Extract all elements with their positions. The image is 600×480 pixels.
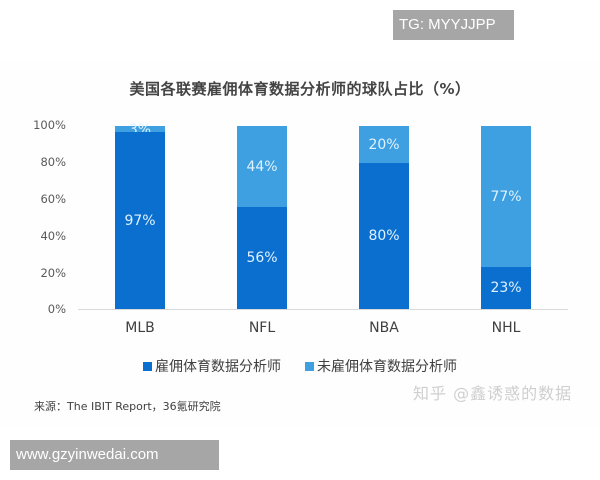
y-tick-20: 20% [40,266,66,280]
bar-nhl: 77% 23% [481,126,531,309]
chart-legend: 雇佣体育数据分析师 未雇佣体育数据分析师 [0,356,600,376]
bar-nba-hired: 80% [359,163,409,309]
y-tick-0: 0% [47,302,66,316]
bar-nba: 20% 80% [359,126,409,309]
bar-label: 80% [368,228,400,244]
bar-label: 56% [246,250,278,266]
url-watermark-badge: www.gzyinwedai.com [10,440,219,470]
legend-item-not-hired: 未雇佣体育数据分析师 [305,356,457,376]
zhihu-watermark: 知乎 @鑫诱惑的数据 [413,384,573,403]
legend-swatch-hired-icon [143,361,152,371]
y-tick-60: 60% [40,192,66,206]
legend-swatch-not-hired-icon [305,361,314,371]
bar-nba-not-hired: 20% [359,126,409,163]
bar-label: 44% [246,158,278,175]
y-tick-40: 40% [40,229,66,243]
bar-mlb-hired: 97% [115,132,165,309]
source-note: 来源：The IBIT Report，36氪研究院 [34,400,221,413]
y-tick-80: 80% [40,155,66,169]
bar-nhl-hired: 23% [481,267,531,309]
legend-label: 未雇佣体育数据分析师 [317,359,457,375]
x-label-mlb: MLB [125,320,155,336]
x-label-nba: NBA [369,320,399,336]
x-label-nhl: NHL [491,320,521,336]
bar-nfl: 44% 56% [237,126,287,309]
bar-nhl-not-hired: 77% [481,126,531,267]
bar-label: 23% [490,280,522,296]
x-axis-line [78,309,568,310]
bar-label: 77% [490,188,522,205]
legend-label: 雇佣体育数据分析师 [155,359,281,375]
x-label-nfl: NFL [248,320,276,336]
bar-label: 20% [368,136,400,153]
bar-label: 97% [124,212,156,229]
bar-nfl-hired: 56% [237,207,287,309]
bar-mlb: 3% 97% [115,122,165,309]
chart-title: 美国各联赛雇佣体育数据分析师的球队占比（%） [129,80,471,98]
y-tick-100: 100% [33,118,66,132]
tg-watermark-badge: TG: MYYJJPP [393,10,514,40]
bar-nfl-not-hired: 44% [237,126,287,207]
legend-item-hired: 雇佣体育数据分析师 [143,356,281,376]
